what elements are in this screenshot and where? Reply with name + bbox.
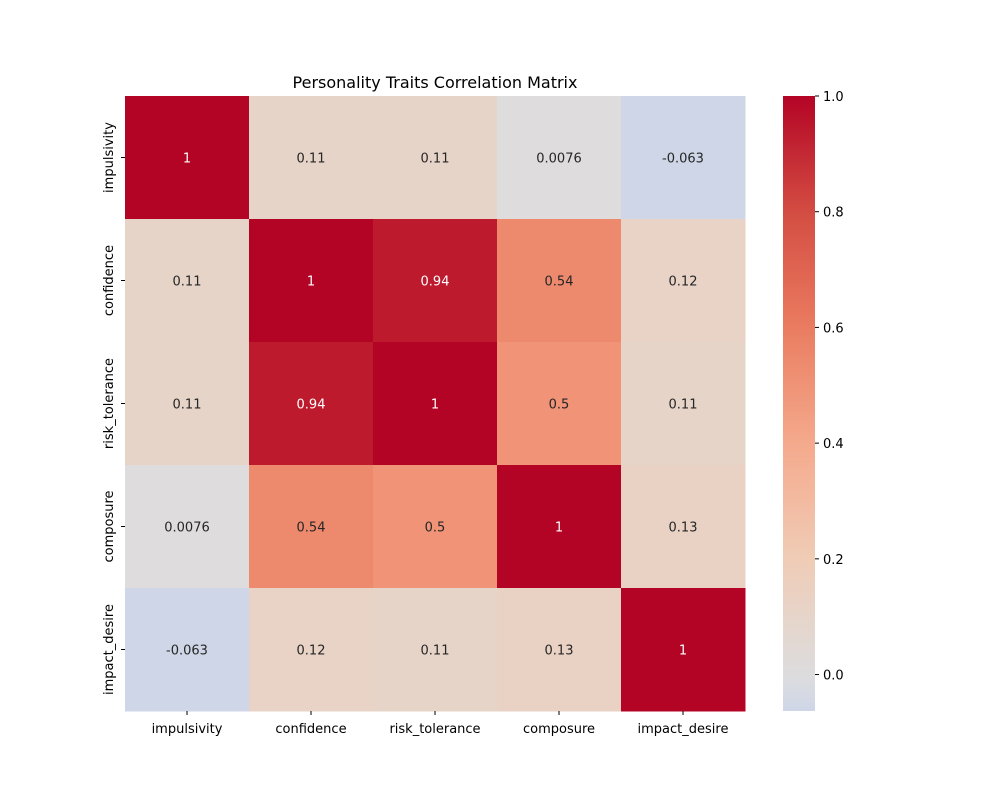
cell-value-label: -0.063 (166, 644, 208, 659)
heatmap-cell (497, 588, 622, 712)
heatmap-cell (125, 588, 250, 712)
heatmap-cell (621, 96, 746, 220)
heatmap-cell (249, 96, 374, 220)
heatmap-cell (373, 219, 498, 343)
x-tick-label: impulsivity (152, 722, 223, 737)
x-tick-label: confidence (275, 722, 346, 737)
heatmap-cell (249, 219, 374, 343)
cell-value-label: 1 (183, 152, 191, 167)
y-axis-ticks: impulsivity confidence risk_tolerancecompo… (102, 122, 125, 695)
heatmap-cell (497, 342, 622, 466)
colorbar-tick-label: 0.4 (823, 437, 844, 452)
cell-value-label: 1 (431, 398, 439, 413)
y-tick-label: risk_tolerance (102, 358, 117, 449)
colorbar-ticks: 0.0 0.2 0.4 0.6 0.8 1.0 (815, 90, 844, 684)
cell-value-label: 0.11 (297, 152, 326, 167)
cell-value-label: 0.54 (545, 275, 574, 290)
heatmap-cell (497, 96, 622, 220)
y-tick-label: confidence (102, 245, 117, 316)
cell-value-label: 0.0076 (164, 521, 210, 536)
cell-value-label: 0.13 (545, 644, 574, 659)
cell-value-label: -0.063 (662, 152, 704, 167)
heatmap-cell (621, 588, 746, 712)
y-tick-label: impact_desire (102, 604, 117, 695)
chart-title: Personality Traits Correlation Matrix (293, 73, 578, 92)
cell-value-label: 0.5 (549, 398, 570, 413)
cell-value-label: 0.11 (173, 275, 202, 290)
x-tick-label: impact_desire (638, 722, 729, 737)
heatmap-cell (497, 219, 622, 343)
heatmap-cell (125, 465, 250, 589)
x-tick-label: risk_tolerance (389, 722, 480, 737)
cell-value-label: 0.94 (421, 275, 450, 290)
heatmap-cells: 1 0.11 0.11 0.0076 -0.063 0.11 1 0.94 0.54 0.12 0.… (125, 96, 746, 712)
x-tick-label: composure (523, 722, 595, 737)
cell-value-label: 1 (679, 644, 687, 659)
heatmap-cell (249, 588, 374, 712)
x-axis-ticks: impulsivity confidence risk_tolerance compo… (152, 711, 729, 737)
colorbar (783, 96, 815, 711)
heatmap-cell (373, 96, 498, 220)
cell-value-label: 0.94 (297, 398, 326, 413)
cell-value-label: 0.11 (669, 398, 698, 413)
heatmap-cell (373, 342, 498, 466)
cell-value-label: 0.11 (173, 398, 202, 413)
cell-value-label: 1 (307, 275, 315, 290)
cell-value-label: 0.11 (421, 644, 450, 659)
cell-value-label: 0.12 (669, 275, 698, 290)
heatmap-cell (621, 342, 746, 466)
heatmap-cell (125, 342, 250, 466)
colorbar-tick-label: 0.2 (823, 553, 844, 568)
cell-value-label: 0.5 (425, 521, 446, 536)
heatmap-cell (125, 96, 250, 220)
cell-value-label: 0.12 (297, 644, 326, 659)
heatmap-cell (621, 219, 746, 343)
cell-value-label: 0.11 (421, 152, 450, 167)
cell-value-label: 0.54 (297, 521, 326, 536)
heatmap-cell (249, 465, 374, 589)
cell-value-label: 0.13 (669, 521, 698, 536)
colorbar-tick-label: 0.8 (823, 206, 844, 221)
y-tick-label: impulsivity (102, 122, 117, 193)
heatmap-cell (373, 588, 498, 712)
heatmap-cell (125, 219, 250, 343)
colorbar-tick-label: 0.6 (823, 321, 844, 336)
cell-value-label: 0.0076 (536, 152, 582, 167)
heatmap-cell (249, 342, 374, 466)
heatmap-cell (373, 465, 498, 589)
heatmap-cell (497, 465, 622, 589)
colorbar-tick-label: 1.0 (823, 90, 844, 105)
colorbar-tick-label: 0.0 (823, 669, 844, 684)
cell-value-label: 1 (555, 521, 563, 536)
heatmap-cell (621, 465, 746, 589)
y-tick-label: composure (102, 490, 117, 562)
